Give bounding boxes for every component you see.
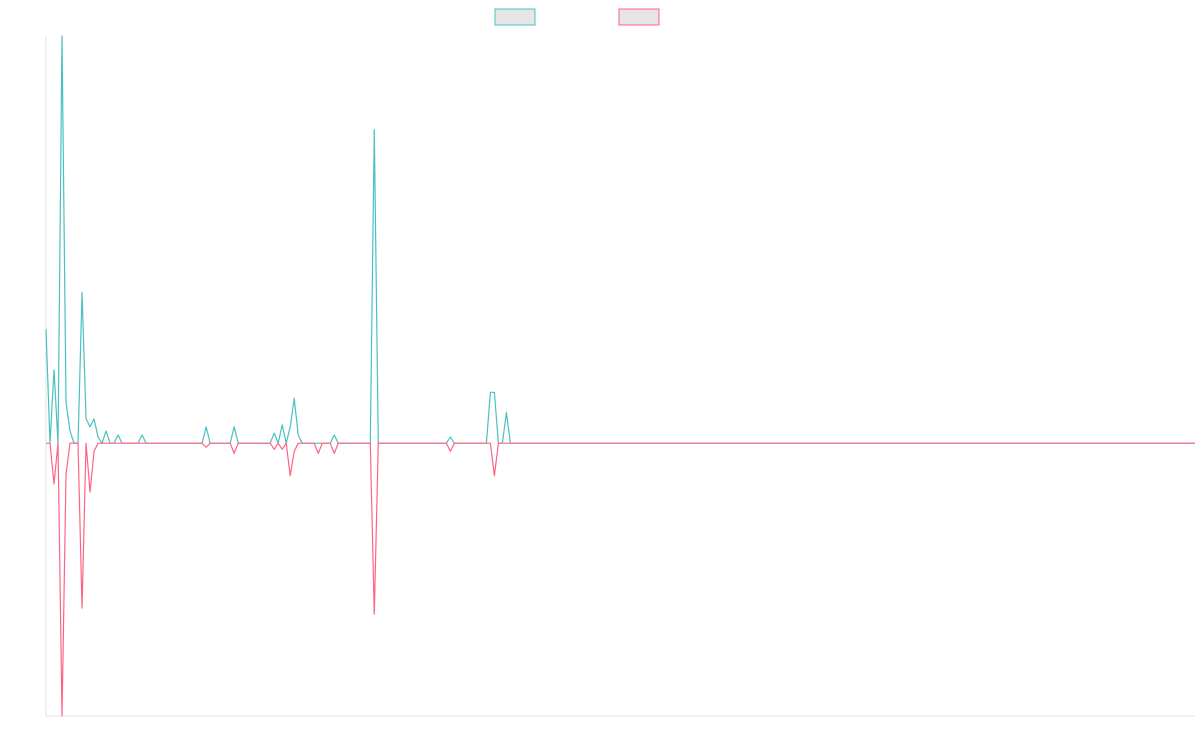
legend-swatch bbox=[618, 8, 660, 26]
legend-swatch bbox=[494, 8, 536, 26]
line-series bbox=[45, 35, 1195, 444]
line-series bbox=[46, 442, 1195, 717]
